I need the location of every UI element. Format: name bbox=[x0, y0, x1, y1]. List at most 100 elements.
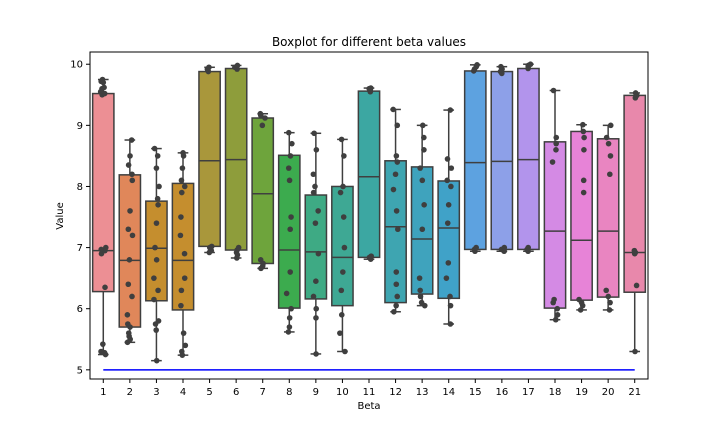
data-point-13-4 bbox=[416, 275, 423, 281]
data-point-19-0 bbox=[577, 307, 584, 313]
x-axis-label: Beta bbox=[357, 401, 380, 412]
data-point-14-7 bbox=[448, 183, 454, 190]
data-point-16-2 bbox=[501, 244, 508, 251]
x-tick-label-10: 10 bbox=[336, 387, 349, 398]
x-tick-label-6: 6 bbox=[233, 387, 239, 398]
data-point-20-6 bbox=[605, 140, 612, 147]
data-point-2-16 bbox=[127, 153, 133, 159]
data-point-17-2 bbox=[525, 244, 531, 251]
data-point-3-6 bbox=[151, 275, 157, 281]
data-point-20-7 bbox=[603, 134, 610, 141]
data-point-14-9 bbox=[448, 165, 455, 171]
data-point-4-1 bbox=[178, 348, 185, 355]
data-point-14-11 bbox=[447, 107, 454, 113]
data-point-19-6 bbox=[581, 146, 587, 153]
data-point-8-1 bbox=[286, 324, 293, 330]
data-point-15-6 bbox=[474, 62, 480, 68]
data-point-10-9 bbox=[341, 153, 347, 159]
x-tick-label-7: 7 bbox=[260, 387, 266, 398]
data-point-2-9 bbox=[126, 257, 133, 263]
data-point-8-11 bbox=[289, 140, 295, 147]
data-point-2-5 bbox=[124, 321, 131, 327]
data-point-12-8 bbox=[392, 171, 399, 178]
data-point-4-15 bbox=[180, 150, 186, 156]
x-tick-label-20: 20 bbox=[602, 387, 615, 398]
x-tick-label-15: 15 bbox=[469, 387, 482, 398]
data-point-2-12 bbox=[127, 208, 133, 214]
x-tick-label-13: 13 bbox=[416, 387, 429, 398]
data-point-7-4 bbox=[259, 122, 266, 129]
data-point-9-10 bbox=[310, 171, 317, 178]
data-point-12-2 bbox=[394, 293, 401, 300]
data-point-10-0 bbox=[342, 348, 348, 355]
box-1 bbox=[91, 92, 115, 293]
data-point-19-9 bbox=[580, 121, 586, 128]
data-point-20-2 bbox=[605, 293, 612, 300]
data-point-4-7 bbox=[181, 250, 188, 257]
data-point-2-8 bbox=[125, 281, 132, 288]
data-point-18-7 bbox=[553, 140, 559, 147]
data-point-1-16 bbox=[99, 76, 106, 83]
data-point-12-0 bbox=[391, 308, 397, 315]
data-point-8-8 bbox=[286, 177, 293, 184]
data-point-18-2 bbox=[554, 305, 561, 312]
x-tick-label-1: 1 bbox=[100, 387, 106, 398]
data-point-3-13 bbox=[153, 165, 160, 171]
data-point-4-9 bbox=[178, 214, 184, 220]
data-point-8-9 bbox=[285, 165, 292, 171]
box-15 bbox=[463, 70, 487, 251]
data-point-10-10 bbox=[338, 136, 345, 143]
data-point-8-10 bbox=[287, 153, 294, 159]
data-point-10-2 bbox=[338, 312, 345, 318]
data-point-3-4 bbox=[151, 296, 157, 303]
data-point-9-2 bbox=[313, 305, 320, 312]
data-point-9-12 bbox=[311, 130, 317, 137]
box-2 bbox=[118, 174, 142, 328]
box-16 bbox=[490, 70, 514, 251]
data-point-13-5 bbox=[419, 226, 426, 233]
data-point-13-3 bbox=[417, 287, 423, 294]
data-point-9-4 bbox=[313, 278, 319, 285]
data-point-18-9 bbox=[550, 87, 557, 94]
box-5 bbox=[198, 70, 221, 248]
data-point-14-6 bbox=[445, 202, 452, 208]
data-point-2-15 bbox=[125, 162, 132, 168]
box-20 bbox=[596, 138, 620, 298]
data-point-3-0 bbox=[153, 357, 160, 364]
box-11 bbox=[357, 90, 381, 259]
data-point-3-14 bbox=[154, 153, 161, 159]
data-point-3-15 bbox=[151, 145, 158, 152]
data-point-14-3 bbox=[443, 275, 450, 281]
x-tick-label-12: 12 bbox=[389, 387, 402, 398]
data-point-1-3 bbox=[100, 341, 106, 347]
data-point-4-10 bbox=[178, 189, 185, 196]
y-tick-label-6: 6 bbox=[77, 304, 83, 315]
data-point-18-0 bbox=[552, 316, 559, 323]
data-point-12-9 bbox=[394, 159, 401, 165]
data-point-5-3 bbox=[208, 243, 215, 250]
x-tick-label-3: 3 bbox=[153, 387, 159, 398]
x-tick-label-21: 21 bbox=[628, 387, 641, 398]
data-point-3-7 bbox=[153, 257, 160, 263]
x-tick-label-2: 2 bbox=[127, 387, 133, 398]
data-point-3-8 bbox=[152, 244, 158, 251]
data-point-3-3 bbox=[155, 318, 162, 324]
data-point-20-3 bbox=[603, 287, 610, 294]
data-point-8-6 bbox=[287, 226, 293, 233]
data-point-12-3 bbox=[393, 281, 400, 288]
data-point-9-5 bbox=[315, 250, 322, 257]
data-point-13-10 bbox=[421, 134, 427, 141]
data-point-13-6 bbox=[421, 202, 427, 208]
box-7 bbox=[251, 117, 275, 265]
data-point-5-7 bbox=[206, 64, 212, 71]
data-point-10-7 bbox=[337, 189, 344, 196]
data-point-20-0 bbox=[606, 307, 613, 313]
data-point-4-2 bbox=[182, 342, 189, 349]
data-point-20-5 bbox=[607, 153, 614, 159]
data-point-3-10 bbox=[155, 202, 161, 208]
data-point-16-6 bbox=[498, 63, 504, 70]
data-point-2-11 bbox=[125, 226, 132, 233]
data-point-9-7 bbox=[315, 208, 321, 214]
box-3 bbox=[145, 200, 168, 302]
data-point-12-10 bbox=[393, 153, 400, 159]
